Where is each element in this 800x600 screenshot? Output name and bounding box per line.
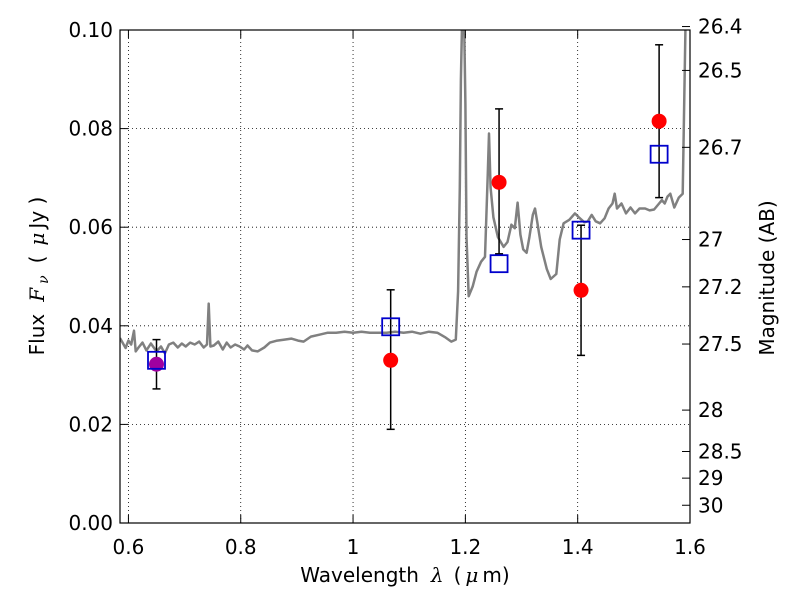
x-axis-label-symbol: λ [430,563,444,587]
x-tick-label: 0.8 [225,535,257,559]
y-axis-label-mu: μ [25,233,49,246]
observed-flux-point [573,282,589,298]
model-spectrum-line [120,30,687,355]
x-axis-label-text: Wavelength [300,563,419,587]
magnitude-tick-label: 28 [698,398,723,422]
magnitude-tick-label: 26.4 [698,15,743,39]
x-axis-label: Wavelength λ ( μ m) [300,563,509,587]
observed-flux-point [491,174,507,190]
y-tick-label: 0.10 [68,18,113,42]
x-tick-label: 0.6 [113,535,145,559]
x-tick-label: 1.6 [674,535,706,559]
model-flux-point [381,317,401,337]
magnitude-tick-label: 28.5 [698,440,743,464]
observed-flux-point [383,352,399,368]
x-tick-label: 1.4 [562,535,594,559]
axis-ticks [120,26,691,524]
model-flux-point [489,254,509,274]
magnitude-tick-label: 27.2 [698,275,743,299]
magnitude-tick-labels: 26.4 26.5 26.7 27 27.2 27.5 28 28.529 30 [698,15,743,518]
y-axis-label: Flux F ν ( μ Jy ) [25,197,52,356]
plot-area [120,30,687,431]
magnitude-tick-label: 26.7 [698,135,743,159]
y-axis-label-subscript: ν [36,275,52,284]
y-tick-labels: 0.00 0.02 0.04 0.06 0.08 0.10 [68,18,113,535]
magnitude-tick-label: 30 [698,493,723,517]
x-axis-label-open: ( [454,563,462,587]
model-flux-point [649,144,669,164]
y-tick-label: 0.04 [68,314,113,338]
y-tick-label: 0.00 [68,511,113,535]
y-axis-label-text: Flux [25,314,49,356]
x-tick-labels: 0.6 0.8 1 1.2 1.4 1.6 [113,535,706,559]
magnitude-tick-label: 27.5 [698,332,743,356]
x-tick-label: 1.2 [449,535,481,559]
x-axis-label-unit: m) [482,563,509,587]
y-axis-label-open: ( [25,256,49,264]
y-tick-label: 0.06 [68,215,113,239]
model-flux-point [571,220,591,240]
y-axis-label-symbol: F [25,287,49,303]
magnitude-axis-label: Magnitude (AB) [755,200,779,355]
x-tick-label: 1 [347,535,360,559]
model-flux-point [147,350,166,370]
grid-lines [120,29,691,524]
observed-flux-point [651,113,667,129]
y-tick-label: 0.02 [68,412,113,436]
y-axis-label-unit: Jy ) [25,197,49,231]
magnitude-tick-label: 27 [698,228,723,252]
magnitude-tick-label: 29 [698,466,723,490]
magnitude-tick-label: 26.5 [698,58,743,82]
plot-frame [119,29,691,524]
y-tick-label: 0.08 [68,117,113,141]
x-axis-label-mu: μ [465,563,478,587]
